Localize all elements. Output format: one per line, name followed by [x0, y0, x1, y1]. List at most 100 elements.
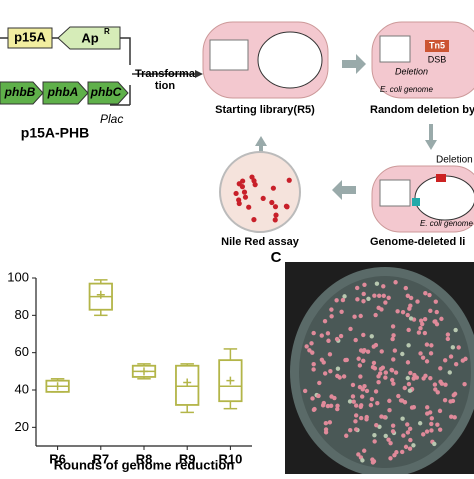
- colony: [442, 397, 448, 403]
- tn5-label: Tn5: [429, 40, 445, 50]
- colony: [309, 341, 314, 346]
- colony: [358, 415, 364, 421]
- colony: [379, 307, 384, 312]
- colony: [402, 385, 407, 391]
- colony: [329, 314, 334, 319]
- colony: [420, 355, 426, 360]
- colony: [406, 327, 411, 333]
- colony: [390, 423, 396, 428]
- colonies: [233, 174, 292, 223]
- colony: [323, 421, 329, 426]
- colony: [417, 421, 423, 426]
- colony: [368, 402, 374, 408]
- colony: [449, 414, 454, 419]
- colony: [425, 411, 430, 416]
- colony: [251, 217, 257, 223]
- colony: [405, 312, 410, 318]
- colony: [353, 419, 358, 424]
- colony: [423, 291, 428, 296]
- mean: [183, 378, 192, 387]
- colony: [369, 334, 374, 339]
- colony: [317, 380, 322, 386]
- colony: [348, 427, 353, 433]
- colony: [321, 360, 326, 365]
- y-tick-label: 40: [15, 381, 29, 396]
- colony: [429, 343, 434, 348]
- colony: [401, 433, 406, 438]
- colony: [386, 437, 391, 442]
- colony: [387, 398, 392, 404]
- colony: [399, 398, 405, 403]
- colony: [427, 292, 432, 298]
- colony: [358, 348, 364, 353]
- colony: [366, 296, 371, 301]
- colony: [400, 449, 405, 455]
- colony: [408, 370, 413, 376]
- colony: [272, 217, 278, 223]
- colony: [393, 370, 399, 375]
- colony: [311, 330, 316, 336]
- colony: [355, 297, 360, 302]
- colony: [390, 336, 395, 342]
- colony: [411, 443, 416, 448]
- colony: [354, 285, 360, 291]
- x-tick-label: R9: [179, 451, 196, 466]
- colony: [334, 336, 340, 342]
- colony: [381, 293, 386, 298]
- colony: [335, 403, 340, 408]
- colony: [342, 294, 347, 299]
- colony: [389, 377, 395, 383]
- colony: [383, 433, 388, 439]
- genome-label: E. coli genome: [420, 219, 473, 228]
- flow-arrow: [332, 180, 356, 200]
- tn5-box: [425, 40, 449, 52]
- colony: [307, 348, 312, 353]
- colony: [390, 429, 396, 434]
- colony: [424, 359, 430, 364]
- colony: [425, 405, 430, 410]
- arrowhead: [195, 70, 203, 78]
- colony: [316, 393, 321, 399]
- plasmid-icon: [379, 179, 411, 207]
- colony: [322, 371, 328, 376]
- colony: [415, 299, 420, 304]
- colony: [437, 427, 443, 432]
- colony: [362, 448, 367, 453]
- colony: [364, 388, 370, 394]
- colony: [407, 306, 412, 311]
- colony: [450, 398, 456, 404]
- colony: [379, 349, 384, 354]
- colony: [418, 351, 423, 356]
- colony: [361, 299, 366, 304]
- colony: [443, 382, 448, 387]
- colony: [418, 325, 423, 331]
- colony: [347, 399, 353, 404]
- colony: [405, 430, 411, 435]
- genome: [414, 175, 474, 221]
- colony: [412, 372, 417, 378]
- colony: [421, 376, 426, 381]
- colony: [386, 295, 391, 300]
- colony: [364, 414, 369, 420]
- colony: [325, 403, 331, 409]
- y-tick-label: 60: [15, 344, 29, 359]
- colony: [447, 370, 452, 375]
- colony: [382, 415, 388, 420]
- colony: [351, 399, 356, 404]
- step-label: Transforma: [135, 68, 196, 80]
- colony: [407, 446, 413, 451]
- colony: [448, 354, 454, 359]
- colony: [310, 396, 315, 401]
- colony: [393, 280, 398, 285]
- colony: [334, 298, 339, 303]
- colony: [322, 318, 328, 324]
- plasmid-icon: [209, 39, 249, 71]
- colony: [344, 433, 349, 438]
- colony: [327, 352, 333, 357]
- colony: [409, 405, 415, 410]
- colony: [405, 422, 410, 427]
- colony: [323, 427, 329, 432]
- colony: [361, 332, 366, 338]
- colony: [320, 403, 326, 408]
- gene-arrow: [42, 81, 89, 105]
